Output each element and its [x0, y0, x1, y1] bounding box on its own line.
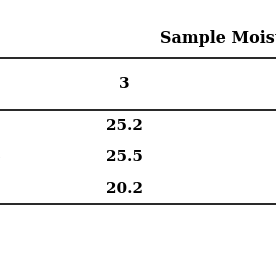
- Text: 3: 3: [119, 77, 129, 91]
- Text: Sample Moisture: Sample Moisture: [160, 30, 276, 47]
- Text: 25.2: 25.2: [106, 119, 143, 133]
- Text: 25.5: 25.5: [106, 150, 143, 164]
- Text: 20.2: 20.2: [106, 182, 143, 196]
